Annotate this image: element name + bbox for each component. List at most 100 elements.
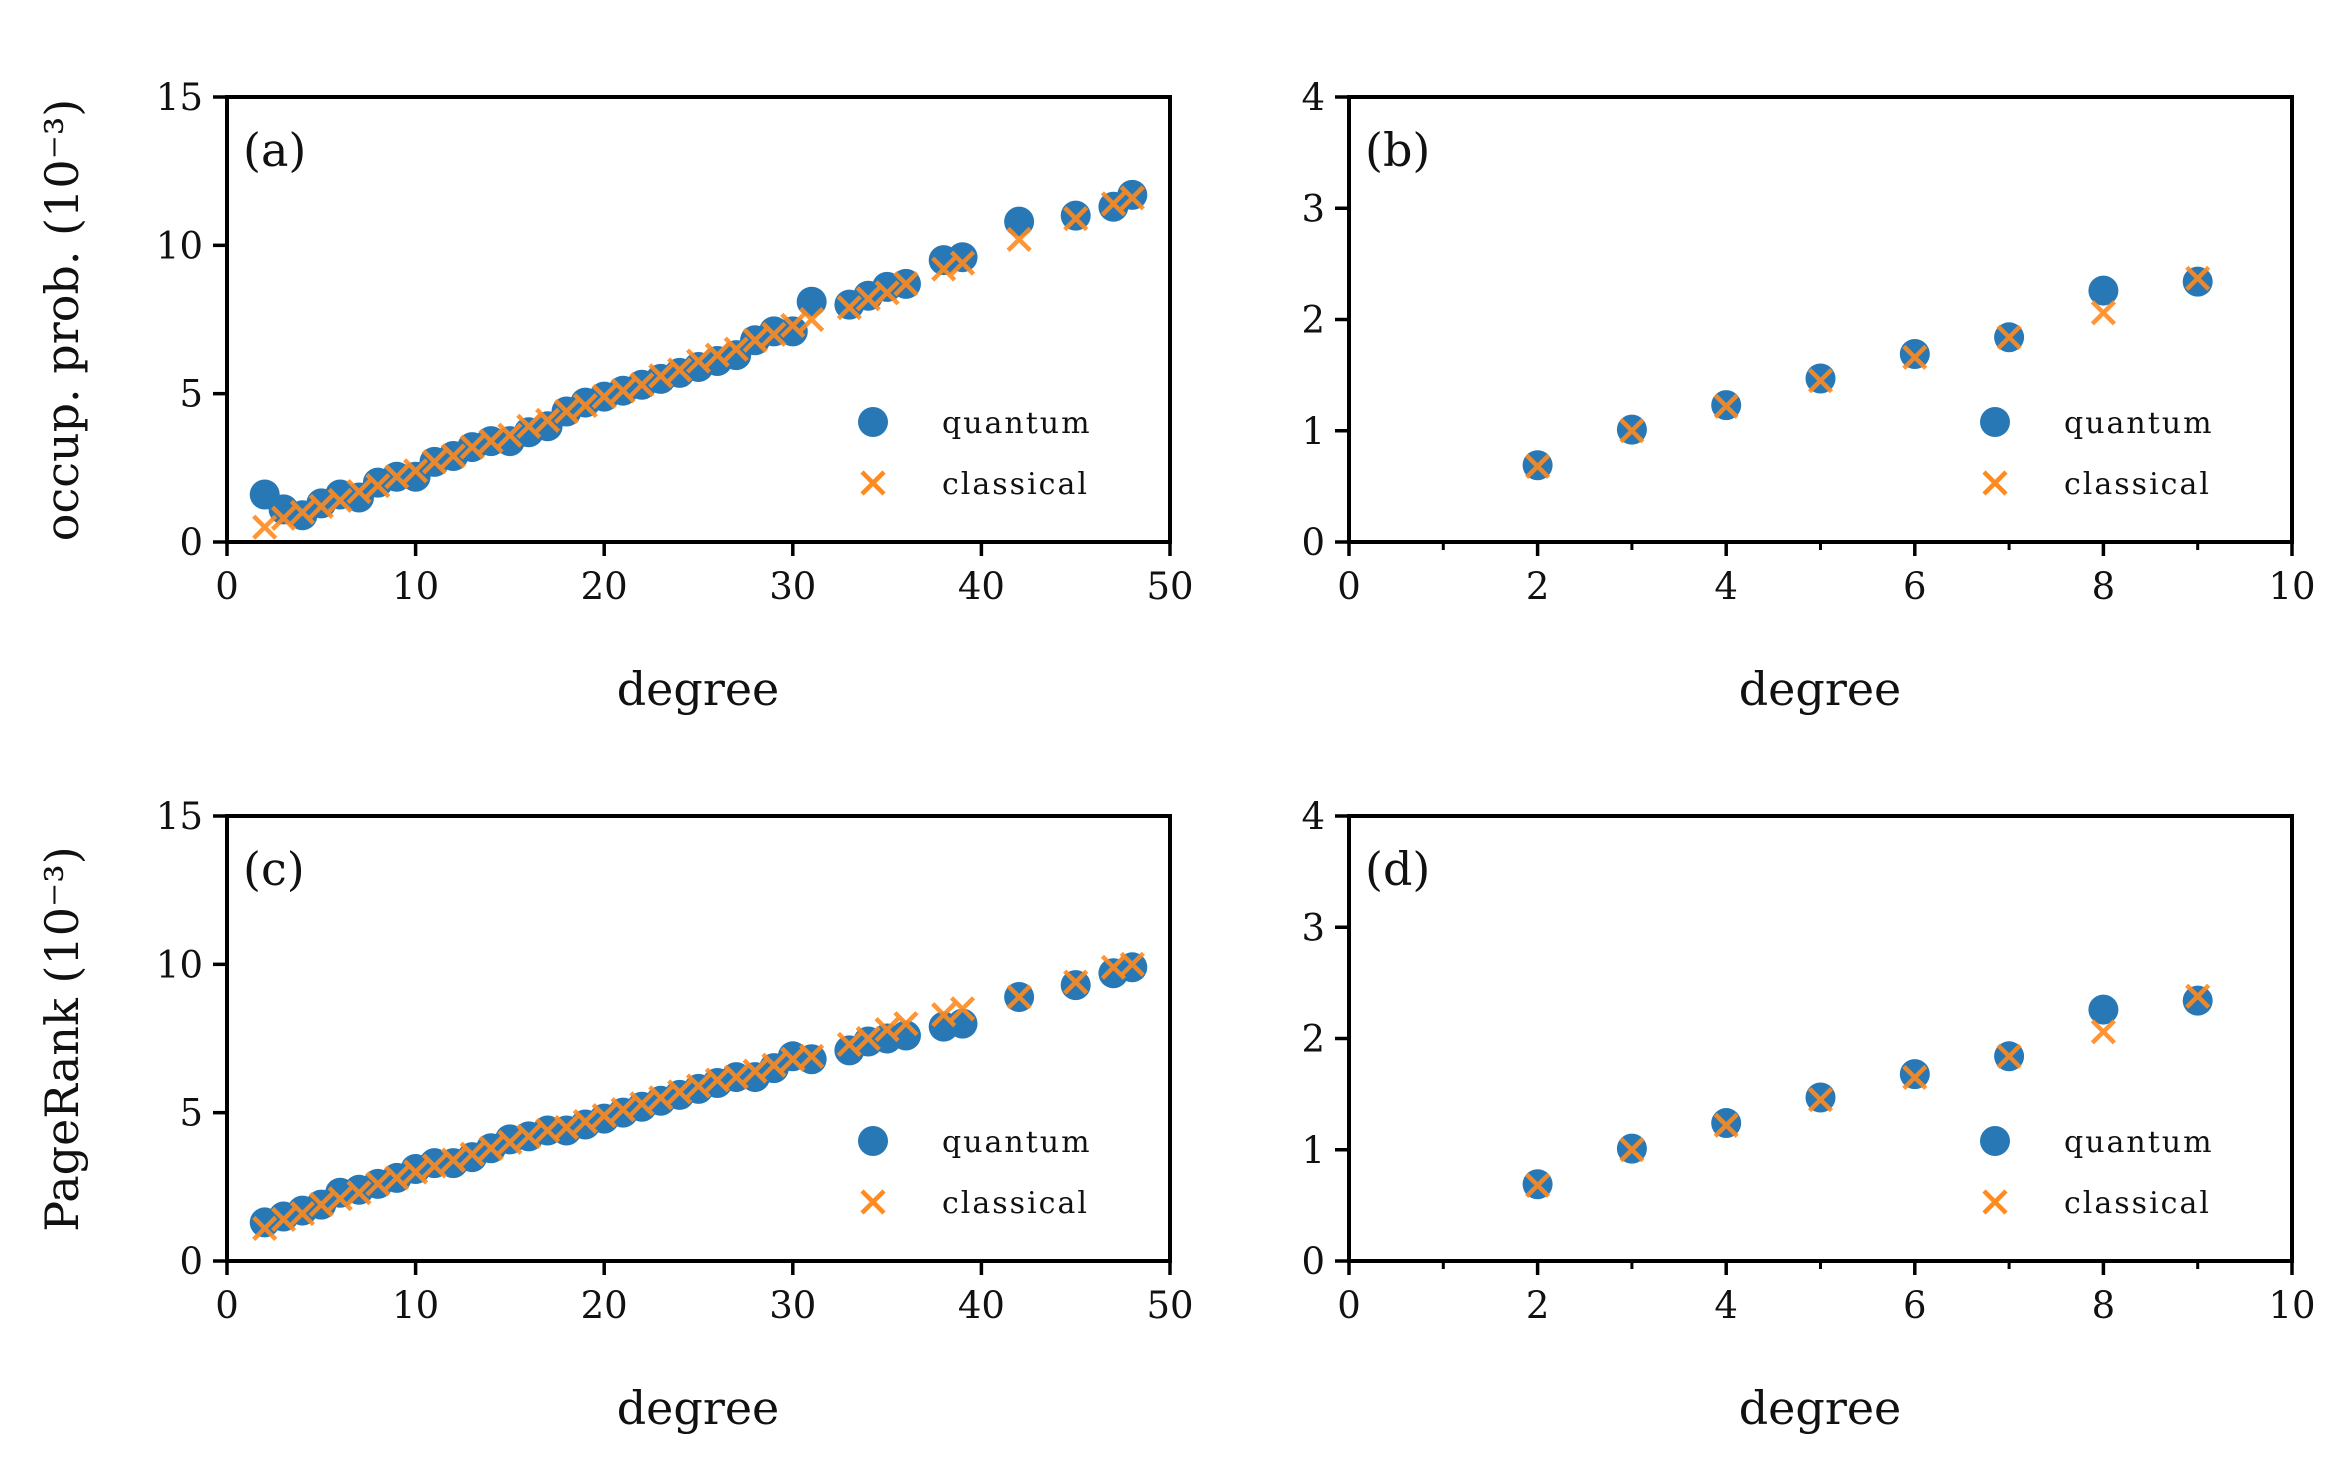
x-tick-label: 20	[581, 1284, 628, 1327]
point-classical	[855, 286, 881, 312]
point-classical	[497, 422, 523, 448]
point-classical	[478, 428, 504, 454]
point-classical	[1063, 206, 1089, 232]
point-quantum	[1899, 338, 1930, 369]
legend-label-quantum: quantum	[2064, 406, 2214, 441]
x-tick-label: 40	[958, 1284, 1005, 1327]
point-classical	[1006, 226, 1032, 252]
point-classical	[346, 478, 372, 505]
legend: quantum classical	[858, 1125, 1092, 1221]
legend-label-classical: classical	[942, 1186, 1089, 1221]
legend-marker-classical	[860, 470, 886, 496]
point-classical	[893, 271, 919, 297]
point-classical	[289, 1200, 316, 1227]
point-classical	[667, 1079, 693, 1105]
x-tick-label: 10	[392, 1284, 439, 1327]
marker-layer	[249, 951, 1148, 1241]
point-classical	[931, 1002, 957, 1028]
point-classical	[799, 306, 825, 333]
point-classical	[742, 1058, 768, 1084]
point-classical	[610, 1097, 636, 1123]
panel-c: 0 10 20 30 40 50 0 5 10 15 (c) degree PageRank (1…	[35, 795, 1194, 1435]
point-classical	[1525, 1172, 1551, 1198]
y-axis-label: occup. prob. (10⁻³)	[35, 99, 89, 542]
panel-a: 0 10 20 30 40 50 0 5 10 15 (a) degree occup. prob…	[35, 76, 1194, 716]
point-classical	[2185, 983, 2211, 1009]
plot-frame	[225, 814, 1172, 1263]
x-tick-label: 0	[1337, 1284, 1361, 1327]
legend-label-classical: classical	[2064, 1186, 2211, 1221]
legend-label-classical: classical	[942, 467, 1089, 502]
tick-layer: 0 2 4 6 8 10 0 1 2 3 4	[1301, 795, 2315, 1327]
point-classical	[742, 327, 768, 353]
y-tick-label: 10	[156, 943, 203, 986]
y-tick-label: 15	[156, 76, 203, 119]
point-classical	[289, 499, 316, 525]
point-classical	[478, 1135, 504, 1161]
point-classical	[1100, 191, 1127, 217]
legend: quantum classical	[1980, 406, 2214, 502]
point-classical	[949, 996, 976, 1022]
point-classical	[723, 336, 749, 362]
legend-marker-classical	[1982, 1189, 2008, 1215]
y-tick-label: 0	[1301, 1240, 1325, 1283]
point-classical	[629, 1091, 655, 1117]
x-tick-label: 6	[1903, 1284, 1927, 1327]
legend-marker-quantum	[1980, 1126, 2010, 1156]
point-classical	[836, 295, 862, 321]
x-tick-label: 0	[215, 1284, 239, 1327]
y-tick-label: 3	[1301, 187, 1325, 230]
legend-label-quantum: quantum	[942, 1125, 1092, 1160]
point-classical	[440, 443, 466, 469]
marker-layer	[249, 179, 1148, 540]
x-tick-label: 2	[1526, 1284, 1550, 1327]
point-classical	[421, 1153, 448, 1179]
y-tick-label: 0	[179, 1240, 203, 1283]
point-classical	[497, 1129, 523, 1155]
panel-b: 0 2 4 6 8 10 0 1 2 3 4 (b) degree quantum classica…	[1301, 76, 2315, 716]
point-classical	[327, 487, 353, 514]
point-classical	[2090, 1019, 2116, 1045]
legend: quantum classical	[1980, 1125, 2212, 1221]
point-classical	[704, 342, 730, 368]
point-classical	[346, 1180, 372, 1206]
y-tick-label: 1	[1301, 410, 1325, 453]
point-classical	[459, 1141, 485, 1167]
plot-frame	[225, 95, 1172, 544]
point-classical	[308, 493, 334, 519]
point-classical	[1807, 1087, 1834, 1113]
y-axis-label: PageRank (10⁻³)	[35, 846, 89, 1231]
point-quantum	[796, 286, 827, 317]
point-classical	[874, 1017, 900, 1043]
point-classical	[572, 392, 598, 419]
point-classical	[855, 1025, 881, 1052]
point-classical	[685, 348, 712, 374]
point-classical	[648, 1085, 674, 1111]
point-classical	[931, 256, 957, 282]
point-classical	[1619, 1137, 1645, 1163]
x-tick-label: 0	[1337, 565, 1361, 608]
y-tick-label: 3	[1301, 906, 1325, 949]
point-classical	[723, 1064, 749, 1090]
point-classical	[610, 378, 636, 404]
panel-label: (a)	[243, 123, 306, 177]
point-quantum	[947, 242, 978, 273]
point-classical	[1902, 344, 1928, 370]
point-classical	[761, 1052, 787, 1078]
point-classical	[1619, 418, 1645, 444]
point-classical	[365, 473, 391, 499]
point-classical	[667, 357, 693, 383]
tick-layer: 0 10 20 30 40 50 0 5 10 15	[156, 795, 1194, 1327]
point-classical	[270, 505, 297, 531]
point-classical	[403, 458, 429, 484]
legend-label-quantum: quantum	[942, 406, 1092, 441]
point-classical	[836, 1031, 862, 1058]
point-classical	[252, 1215, 278, 1241]
point-classical	[1006, 984, 1032, 1010]
point-classical	[535, 407, 561, 433]
y-tick-label: 4	[1301, 76, 1325, 119]
x-tick-label: 50	[1146, 565, 1193, 608]
legend: quantum classical	[858, 406, 1092, 502]
point-classical	[1996, 1043, 2022, 1069]
